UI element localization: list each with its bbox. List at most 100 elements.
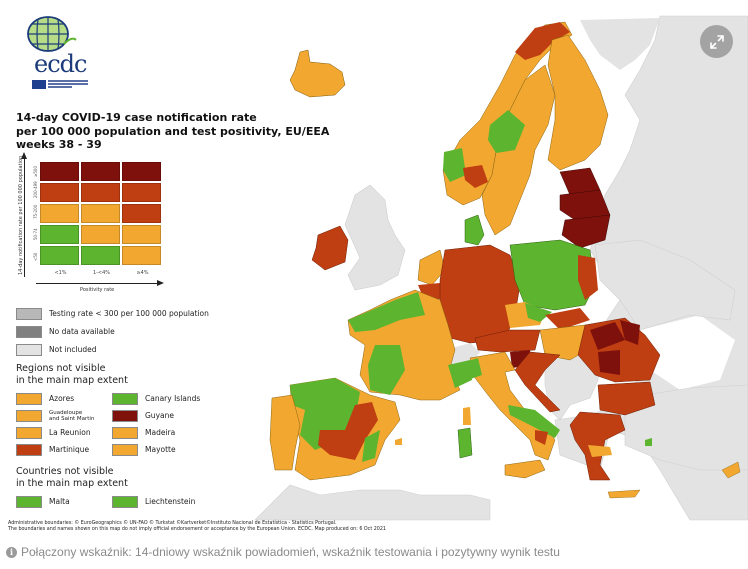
region-canary-islands: Canary Islands [112,391,232,407]
matrix-cell-orange [122,225,161,244]
map-north-africa [254,484,491,521]
country-liechtenstein: Liechtenstein [112,494,232,510]
map-bulgaria [597,381,656,416]
legend-swatch [16,344,42,356]
map-uk [344,184,406,291]
map-norway-oslo-red [463,165,488,188]
map-slovakia [545,308,590,330]
map-france-se-green [448,360,472,388]
map-norway-north-red [515,22,570,60]
legend-swatch [16,496,42,508]
region-guyane: Guyane [112,408,232,424]
map-netherlands [417,249,446,286]
matrix-cell-dark-red [81,162,120,181]
matrix-cell-red [81,183,120,202]
map-denmark [464,214,485,246]
countries-heading: Countries not visible in the main map ex… [16,466,128,489]
x-axis-label: Positivity rate [80,287,115,293]
map-italy-red [535,430,548,445]
legend-swatch [16,393,42,405]
x-axis-ticks: <1% 1-<4% ≥4% [40,270,163,276]
legend-label: Guyane [145,411,174,420]
map-sweden [481,64,556,236]
map-greece-orange [588,445,612,457]
map-czechia-green [525,303,552,322]
legend-label: Martinique [49,445,90,454]
matrix-cell-orange [81,204,120,223]
legend-swatch [16,326,42,338]
legend-swatch [16,427,42,439]
legend-swatch [112,444,138,456]
logo-subtitle [48,80,88,89]
regions-heading: Regions not visible in the main map exte… [16,363,128,386]
map-ireland [311,225,349,271]
map-sardinia [457,427,473,459]
legend-item-not-included: Not included [16,341,256,359]
matrix-cell-dark-red [122,162,161,181]
info-icon: i [6,546,17,558]
map-balearic [395,438,402,445]
y-tick: ≥500 [33,166,38,177]
map-latvia [559,189,611,221]
matrix-cell-green [40,225,79,244]
legend-label: No data available [49,327,115,336]
eu-flag-icon [32,80,46,89]
legend-matrix [40,162,161,265]
legend-label: Azores [49,394,75,403]
y-tick: <50 [33,252,38,261]
legend-label: Canary Islands [145,394,201,403]
map-finland [547,34,609,171]
matrix-cell-red [40,183,79,202]
legend-swatch [16,410,42,422]
ecdc-logo: ecdc [14,14,92,89]
y-tick: 200-499 [33,181,38,198]
map-croatia [514,351,561,413]
expand-arrows-icon [709,34,724,49]
logo-wordmark: ecdc [34,50,87,78]
legend-label: Testing rate < 300 per 100 000 populatio… [49,309,209,318]
y-axis-line [24,157,25,277]
region-azores: Azores [16,391,112,407]
map-france-sw-green [368,345,405,395]
matrix-cell-red [122,204,161,223]
map-poland-east-red [578,255,598,300]
map-lithuania [561,214,611,249]
europe-map [254,15,748,521]
map-black-sea [640,315,735,390]
expand-button[interactable] [700,25,733,58]
map-poland [509,239,596,311]
legend-swatch [16,308,42,320]
y-axis-ticks: ≥500 200-499 75-200 50-74 <50 [28,162,38,267]
map-spain-center-red [318,402,378,460]
legend-item-no-data: No data available [16,323,256,341]
image-caption: i Połączony wskaźnik: 14-dniowy wskaźnik… [6,544,560,560]
x-axis-line [36,283,158,284]
map-sweden-green [488,110,525,153]
map-france-nw-green [348,292,425,332]
matrix-cell-green [81,246,120,265]
map-romania-dark-3 [620,320,640,345]
map-legend: Testing rate < 300 per 100 000 populatio… [16,305,256,510]
x-tick: ≥4% [136,270,149,276]
map-portugal [269,394,301,471]
regions-list: Azores Canary Islands Guadeloupe and Sai… [16,391,256,458]
map-romania-dark-2 [598,350,620,375]
legend-swatch [16,444,42,456]
legend-label: La Reunion [49,428,91,437]
map-norway-west-green [443,148,466,182]
matrix-cell-green [40,246,79,265]
map-greek-island-green [645,438,652,446]
map-italy-south-green [508,405,560,438]
legend-label: Guadeloupe and Saint Martin [49,409,95,423]
ecdc-map-figure: ecdc 14-day COVID-19 case notification r… [8,14,748,532]
map-germany [439,244,521,344]
map-belarus-ukraine [594,239,736,331]
y-tick: 50-74 [33,228,38,240]
map-iceland [289,49,346,98]
legend-swatch [112,427,138,439]
country-malta: Malta [16,494,112,510]
x-axis-arrow-icon [157,280,164,286]
map-austria [474,329,541,353]
legend-label: Not included [49,345,97,354]
legend-swatch [112,410,138,422]
